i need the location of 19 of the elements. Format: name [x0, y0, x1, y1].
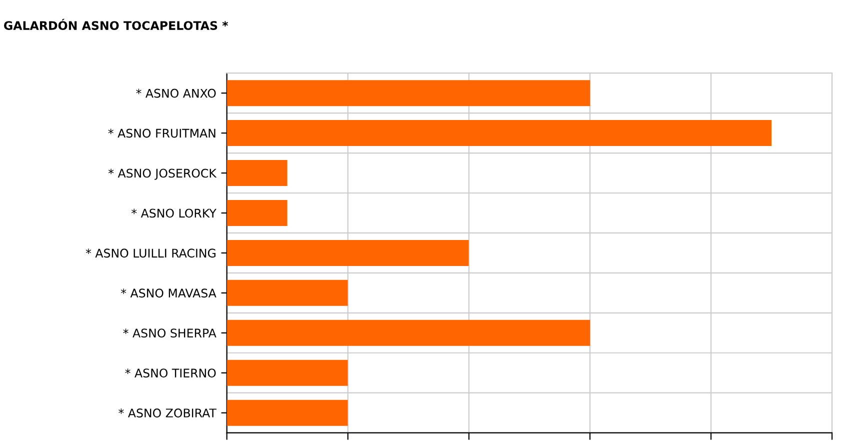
- y-tick-label: * ASNO JOSEROCK: [108, 168, 217, 180]
- bar: [226, 280, 348, 306]
- y-tick-label: * ASNO TIERNO: [125, 368, 216, 378]
- bar: [226, 320, 590, 346]
- bar: [226, 200, 288, 226]
- bar: [226, 360, 348, 386]
- y-tick-label: * ASNO ANXO: [136, 88, 216, 98]
- y-tick-label: * ASNO FRUITMAN: [108, 128, 216, 138]
- bar: [226, 240, 469, 266]
- bar: [226, 80, 590, 106]
- y-tick-label: * ASNO ZOBIRAT: [118, 408, 216, 418]
- y-tick-label: * ASNO MAVASA: [120, 288, 216, 298]
- bar: [226, 400, 348, 426]
- y-tick-label: * ASNO LUILLI RACING: [86, 248, 216, 258]
- y-tick-label: * ASNO LORKY: [132, 208, 216, 218]
- bar: [226, 160, 288, 186]
- text: GALARDÓN ASNO TOCAPELOTAS *: [4, 18, 228, 30]
- bar: [226, 120, 772, 146]
- y-tick-label: * ASNO SHERPA: [123, 328, 216, 338]
